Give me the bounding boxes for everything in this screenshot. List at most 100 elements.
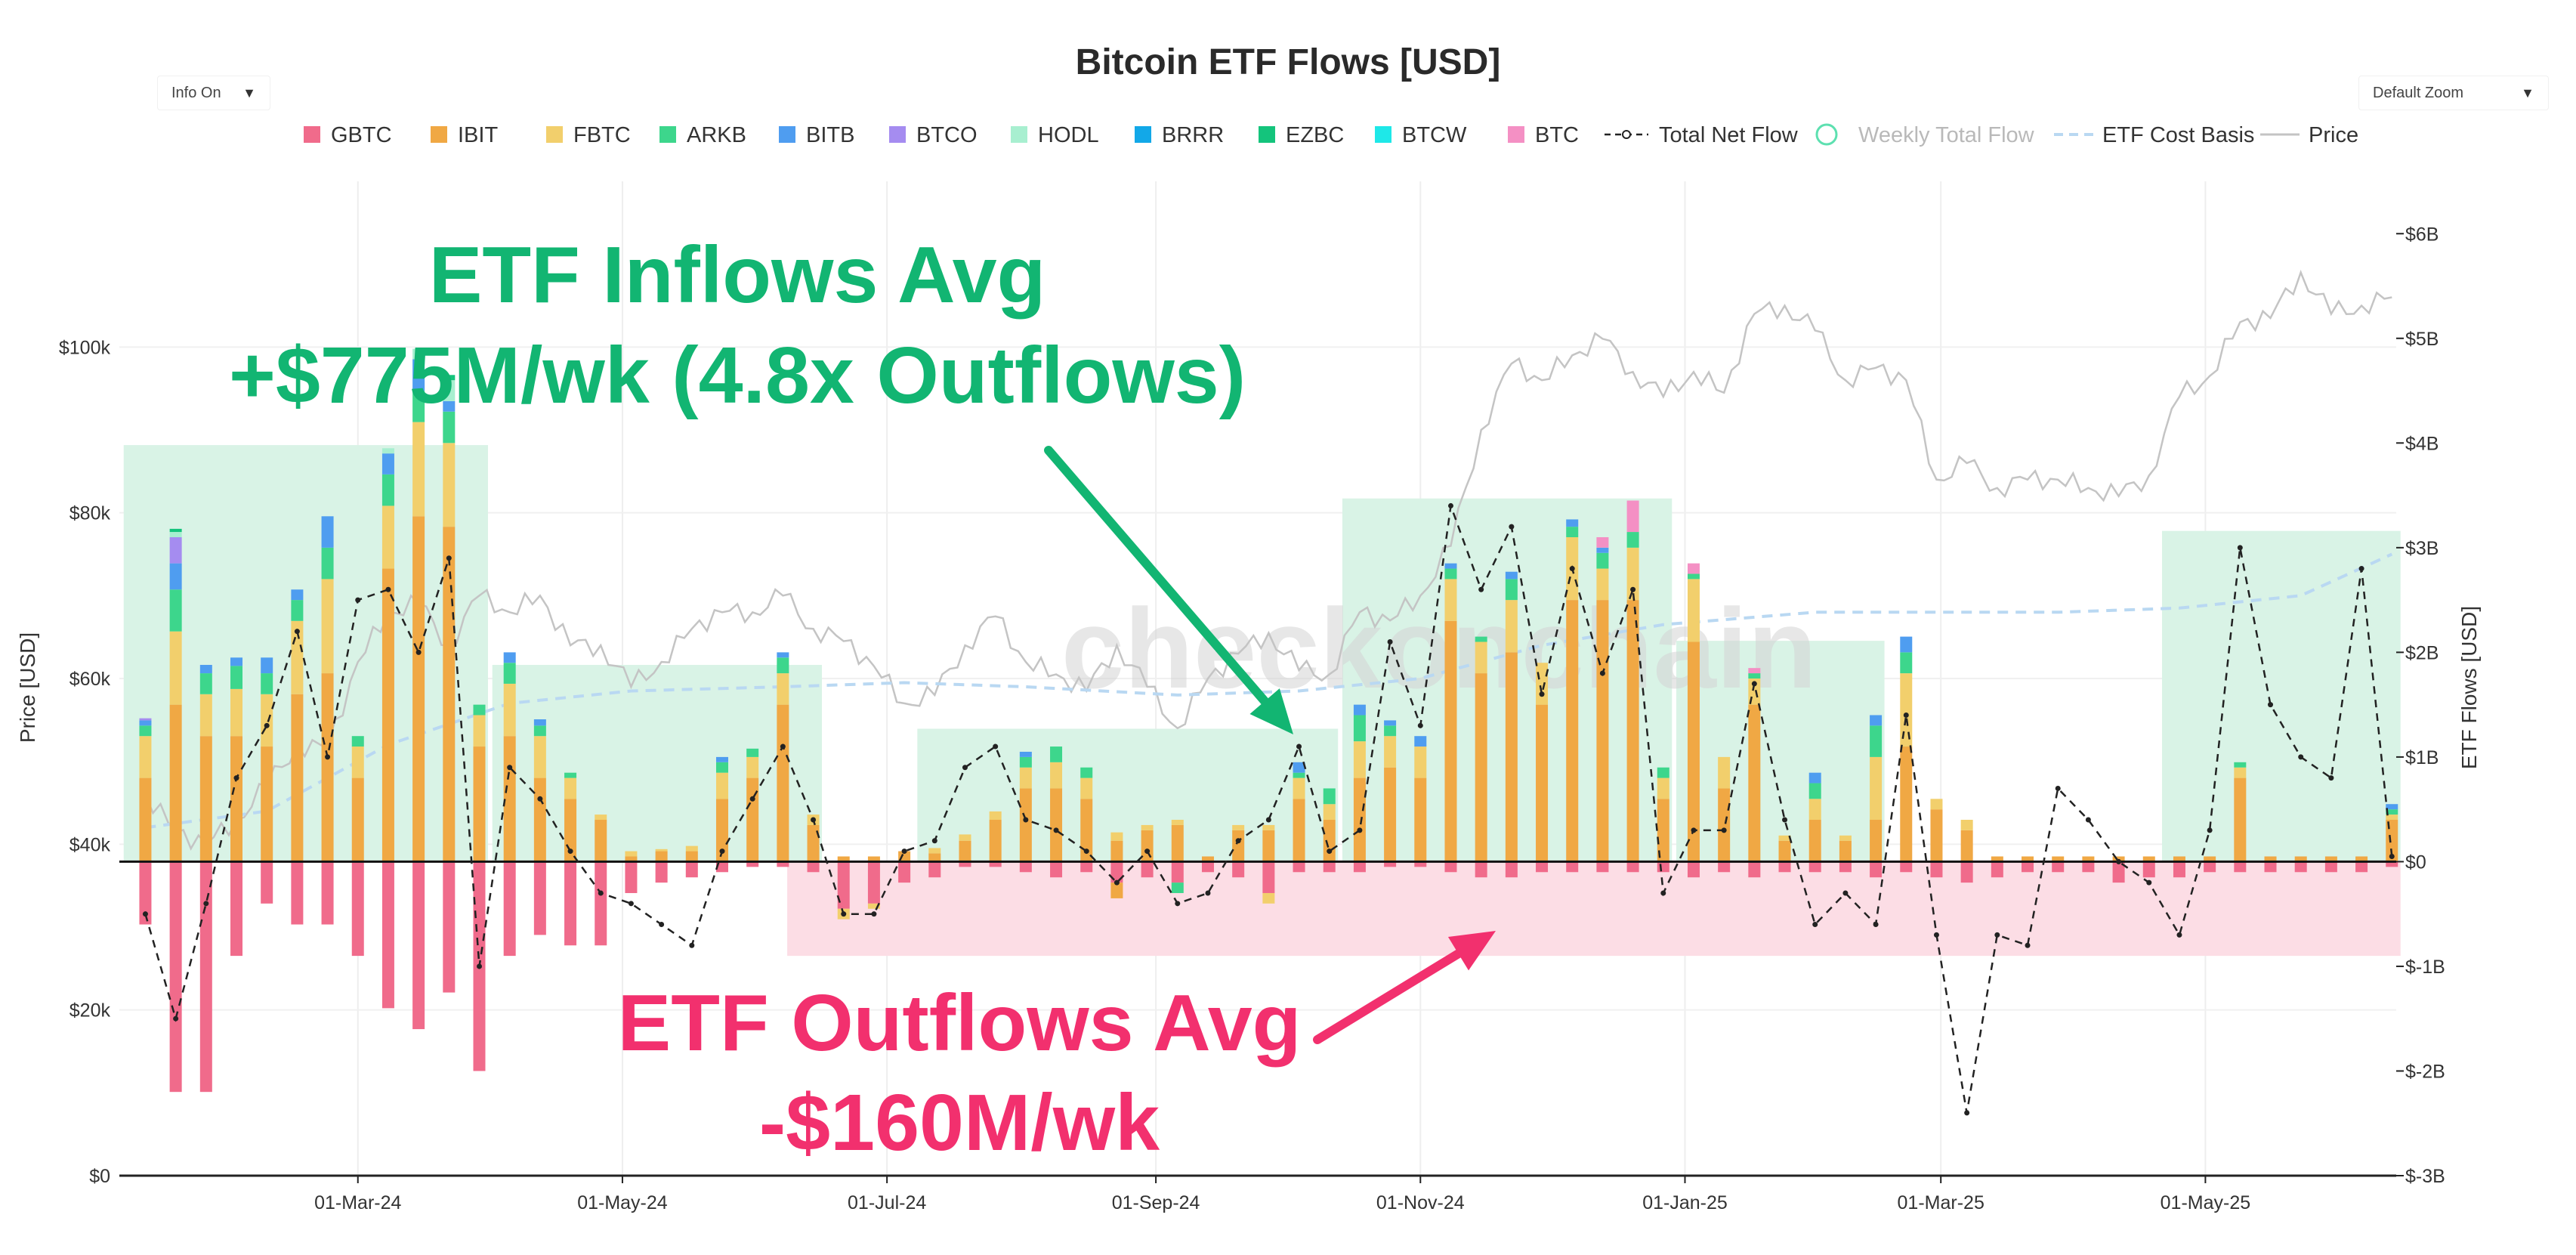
net-flow-point [1175, 901, 1181, 907]
net-flow-point [1447, 502, 1453, 508]
bar-hodl [412, 348, 425, 360]
net-flow-point [2268, 702, 2274, 708]
bar-arkb [777, 657, 789, 674]
net-flow-point [2055, 785, 2061, 791]
bar-ibit [685, 851, 698, 862]
net-flow-point [2116, 858, 2122, 864]
net-flow-point [871, 911, 877, 917]
y-right-tick-label: $4B [2405, 433, 2439, 454]
bar-bitb [1414, 736, 1427, 747]
bar-ibit [1960, 830, 1973, 862]
bar-gbtc [625, 861, 638, 893]
bar-gbtc [2386, 861, 2398, 867]
bar-fbtc [503, 683, 516, 737]
bar-gbtc [321, 861, 334, 925]
net-flow-point [1387, 639, 1393, 645]
net-flow-point [1599, 670, 1605, 676]
bar-ibit [2324, 856, 2337, 862]
inflow-highlight-box [1676, 641, 1885, 862]
bar-arkb [412, 391, 425, 422]
net-flow-point [1964, 1110, 1970, 1116]
watermark-text: checkonchain [1061, 585, 1817, 712]
legend-label: Total Net Flow [1659, 123, 1799, 147]
y-right-tick-label: $-2B [2405, 1061, 2445, 1082]
bar-gbtc [777, 861, 789, 867]
net-flow-point [415, 649, 422, 655]
bar-gbtc [2022, 861, 2034, 873]
bar-fbtc [1293, 777, 1305, 799]
legend-label: BTC [1535, 123, 1579, 147]
zoom-dropdown[interactable]: Default Zoom ▼ [2358, 76, 2549, 110]
bar-gbtc [1839, 861, 1852, 873]
bar-arkb [1475, 636, 1487, 642]
bar-hodl [381, 448, 394, 454]
legend-swatch [1375, 126, 1391, 143]
bar-ibit [1870, 820, 1883, 862]
net-flow-point [2358, 566, 2364, 572]
bar-gbtc [1262, 861, 1275, 893]
bar-gbtc [1536, 861, 1549, 873]
bar-fbtc [1050, 762, 1063, 789]
legend-swatch [1259, 126, 1275, 143]
legend: GBTC IBIT FBTC ARKB BITB BTCO HODL BRRR EZBC BTCW… [304, 123, 2358, 147]
bar-bitb [443, 400, 456, 412]
bar-ibit [1080, 799, 1093, 862]
legend-net-flow-marker [1622, 130, 1631, 139]
bar-ibit [2204, 856, 2216, 862]
net-flow-point [294, 629, 300, 635]
net-flow-point [1660, 890, 1666, 896]
net-flow-point [1235, 838, 1241, 844]
bar-btco [169, 536, 182, 564]
bar-ibit [1839, 840, 1852, 862]
bar-gbtc [1475, 861, 1487, 878]
legend-label: Price [2309, 123, 2358, 147]
bar-arkb [351, 736, 364, 747]
bar-fbtc [412, 422, 425, 517]
bar-arkb [2234, 762, 2247, 768]
y-left-tick-label: $100k [59, 337, 111, 358]
bar-fbtc [1536, 663, 1549, 705]
arrow-shaft [1044, 446, 1270, 706]
bar-fbtc [1505, 600, 1518, 653]
bar-fbtc [1019, 767, 1032, 789]
outflow-arrow [1313, 931, 1496, 1044]
bar-gbtc [685, 861, 698, 878]
y-right-axis-label: ETF Flows [USD] [2457, 606, 2481, 769]
bar-fbtc [1384, 736, 1397, 768]
bar-gbtc [1201, 861, 1214, 873]
net-flow-point [1265, 817, 1271, 823]
bar-fbtc [928, 848, 941, 854]
net-flow-point [264, 722, 270, 728]
bar-arkb [715, 762, 728, 773]
legend-swatch [431, 126, 447, 143]
bar-ibit [807, 824, 820, 862]
bar-fbtc [1262, 824, 1275, 830]
bar-fbtc [959, 834, 971, 841]
bar-fbtc [230, 688, 243, 737]
legend-label: HODL [1038, 123, 1099, 147]
legend-label: BTCO [916, 123, 978, 147]
bar-arkb [1505, 579, 1518, 601]
bar-fbtc [1171, 820, 1184, 825]
legend-item-total-net-flow: Total Net Flow [1605, 123, 1799, 147]
bar-gbtc [1808, 861, 1821, 873]
bar-bitb [1566, 519, 1579, 527]
x-tick-label: 01-May-25 [2161, 1192, 2251, 1213]
bar-gbtc [2204, 861, 2216, 873]
arrow-head [1447, 931, 1496, 971]
bar-fbtc [1839, 835, 1852, 841]
legend-label: IBIT [458, 123, 498, 147]
bar-ibit [321, 673, 334, 862]
bar-arkb [1171, 883, 1184, 893]
net-flow-point [2237, 545, 2243, 551]
x-tick-label: 01-Mar-24 [314, 1192, 401, 1213]
bar-ibit [2386, 820, 2398, 862]
bar-fbtc [1444, 579, 1457, 621]
bar-bitb [412, 359, 425, 391]
bar-gbtc [1718, 861, 1731, 873]
bar-gbtc [715, 861, 728, 873]
bar-fbtc [139, 736, 152, 778]
bar-arkb [564, 772, 577, 778]
net-flow-point [1751, 681, 1757, 687]
info-toggle-dropdown[interactable]: Info On ▼ [157, 76, 270, 110]
